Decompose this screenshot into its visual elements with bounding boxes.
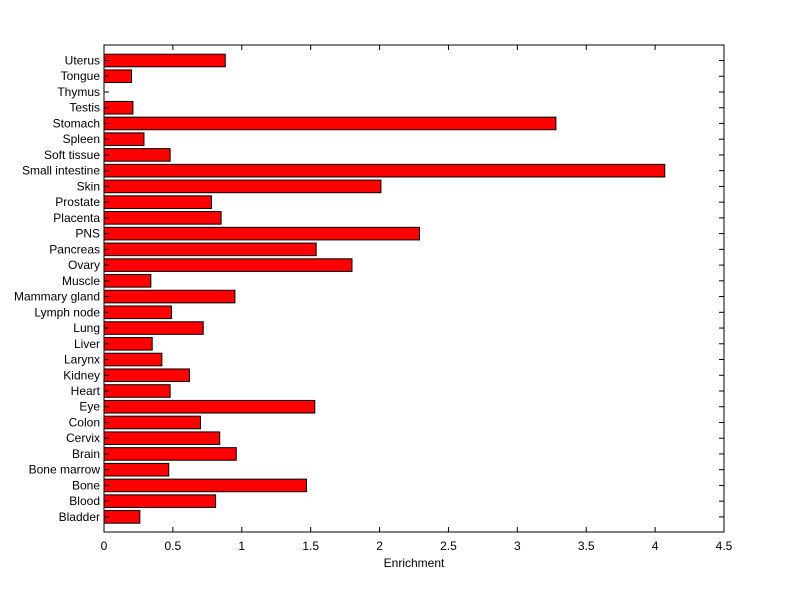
x-tick-label: 4 xyxy=(652,539,659,553)
bar-heart xyxy=(103,384,171,398)
y-tick-label-bone-marrow: Bone marrow xyxy=(29,463,101,477)
bar-placenta xyxy=(103,211,222,225)
y-tick-label-soft-tissue: Soft tissue xyxy=(44,148,100,162)
bar-pns xyxy=(103,226,421,241)
bar-cervix xyxy=(103,431,221,446)
y-tick-label-mammary-gland: Mammary gland xyxy=(14,290,100,304)
y-tick-label-kidney: Kidney xyxy=(63,368,100,382)
y-tick-label-liver: Liver xyxy=(74,337,100,351)
y-tick-label-prostate: Prostate xyxy=(55,195,100,209)
y-tick-label-lung: Lung xyxy=(73,321,100,335)
y-tick-label-bladder: Bladder xyxy=(59,510,100,524)
y-tick-label-skin: Skin xyxy=(77,179,100,193)
y-tick-label-brain: Brain xyxy=(72,447,100,461)
bar-spleen xyxy=(103,132,145,146)
bar-soft-tissue xyxy=(103,148,171,162)
bar-lymph-node xyxy=(103,305,173,320)
y-tick-label-colon: Colon xyxy=(69,415,100,429)
x-tick-label: 1.5 xyxy=(302,539,319,553)
y-tick-label-stomach: Stomach xyxy=(53,116,100,130)
x-tick-label: 3 xyxy=(514,539,521,553)
y-tick-label-placenta: Placenta xyxy=(53,211,100,225)
bar-bladder xyxy=(103,510,141,524)
y-tick-label-thymus: Thymus xyxy=(57,85,100,99)
bar-skin xyxy=(103,179,382,194)
bar-ovary xyxy=(103,258,353,272)
bar-uterus xyxy=(103,53,226,68)
x-tick-label: 4.5 xyxy=(716,539,733,553)
y-tick-label-cervix: Cervix xyxy=(66,431,100,445)
x-tick-label: 0 xyxy=(101,539,108,553)
bar-bone xyxy=(103,478,308,493)
x-tick-labels: 0 0.5 1 1.5 2 2.5 3 3.5 4 4.5 xyxy=(101,539,733,553)
x-tick-label: 2 xyxy=(376,539,383,553)
bar-small-intestine xyxy=(103,163,666,178)
y-tick-label-bone: Bone xyxy=(72,478,100,492)
bar-muscle xyxy=(103,274,152,288)
bar-liver xyxy=(103,336,153,351)
y-tick-label-lymph-node: Lymph node xyxy=(34,305,100,319)
y-tick-label-uterus: Uterus xyxy=(65,54,100,68)
bar-kidney xyxy=(103,368,190,383)
y-tick-label-tongue: Tongue xyxy=(61,69,101,83)
y-tick-label-eye: Eye xyxy=(79,400,100,414)
bar-prostate xyxy=(103,195,212,209)
y-tick-label-heart: Heart xyxy=(71,384,101,398)
bar-brain xyxy=(103,447,237,461)
bar-eye xyxy=(103,399,316,414)
x-tick-label: 0.5 xyxy=(165,539,182,553)
y-tick-label-spleen: Spleen xyxy=(63,132,100,146)
y-tick-label-muscle: Muscle xyxy=(62,274,100,288)
bar-larynx xyxy=(103,352,163,367)
y-tick-label-pancreas: Pancreas xyxy=(49,242,100,256)
bar-pancreas xyxy=(103,242,317,257)
y-tick-label-small-intestine: Small intestine xyxy=(22,164,100,178)
bar-colon xyxy=(103,415,201,430)
bar-stomach xyxy=(103,116,557,131)
y-tick-label-pns: PNS xyxy=(75,227,100,241)
bar-lung xyxy=(103,321,204,335)
x-axis-label: Enrichment xyxy=(384,556,445,570)
bar-blood xyxy=(103,494,217,508)
plot-frame xyxy=(103,44,725,533)
x-tick-label: 2.5 xyxy=(440,539,457,553)
ticks xyxy=(103,45,725,532)
y-tick-label-blood: Blood xyxy=(69,494,100,508)
y-tick-label-testis: Testis xyxy=(69,101,100,115)
y-tick-label-larynx: Larynx xyxy=(64,353,100,367)
bar-bone-marrow xyxy=(103,462,170,477)
x-tick-label: 1 xyxy=(238,539,245,553)
bar-mammary-gland xyxy=(103,289,236,304)
y-tick-label-ovary: Ovary xyxy=(68,258,100,272)
x-tick-label: 3.5 xyxy=(578,539,595,553)
